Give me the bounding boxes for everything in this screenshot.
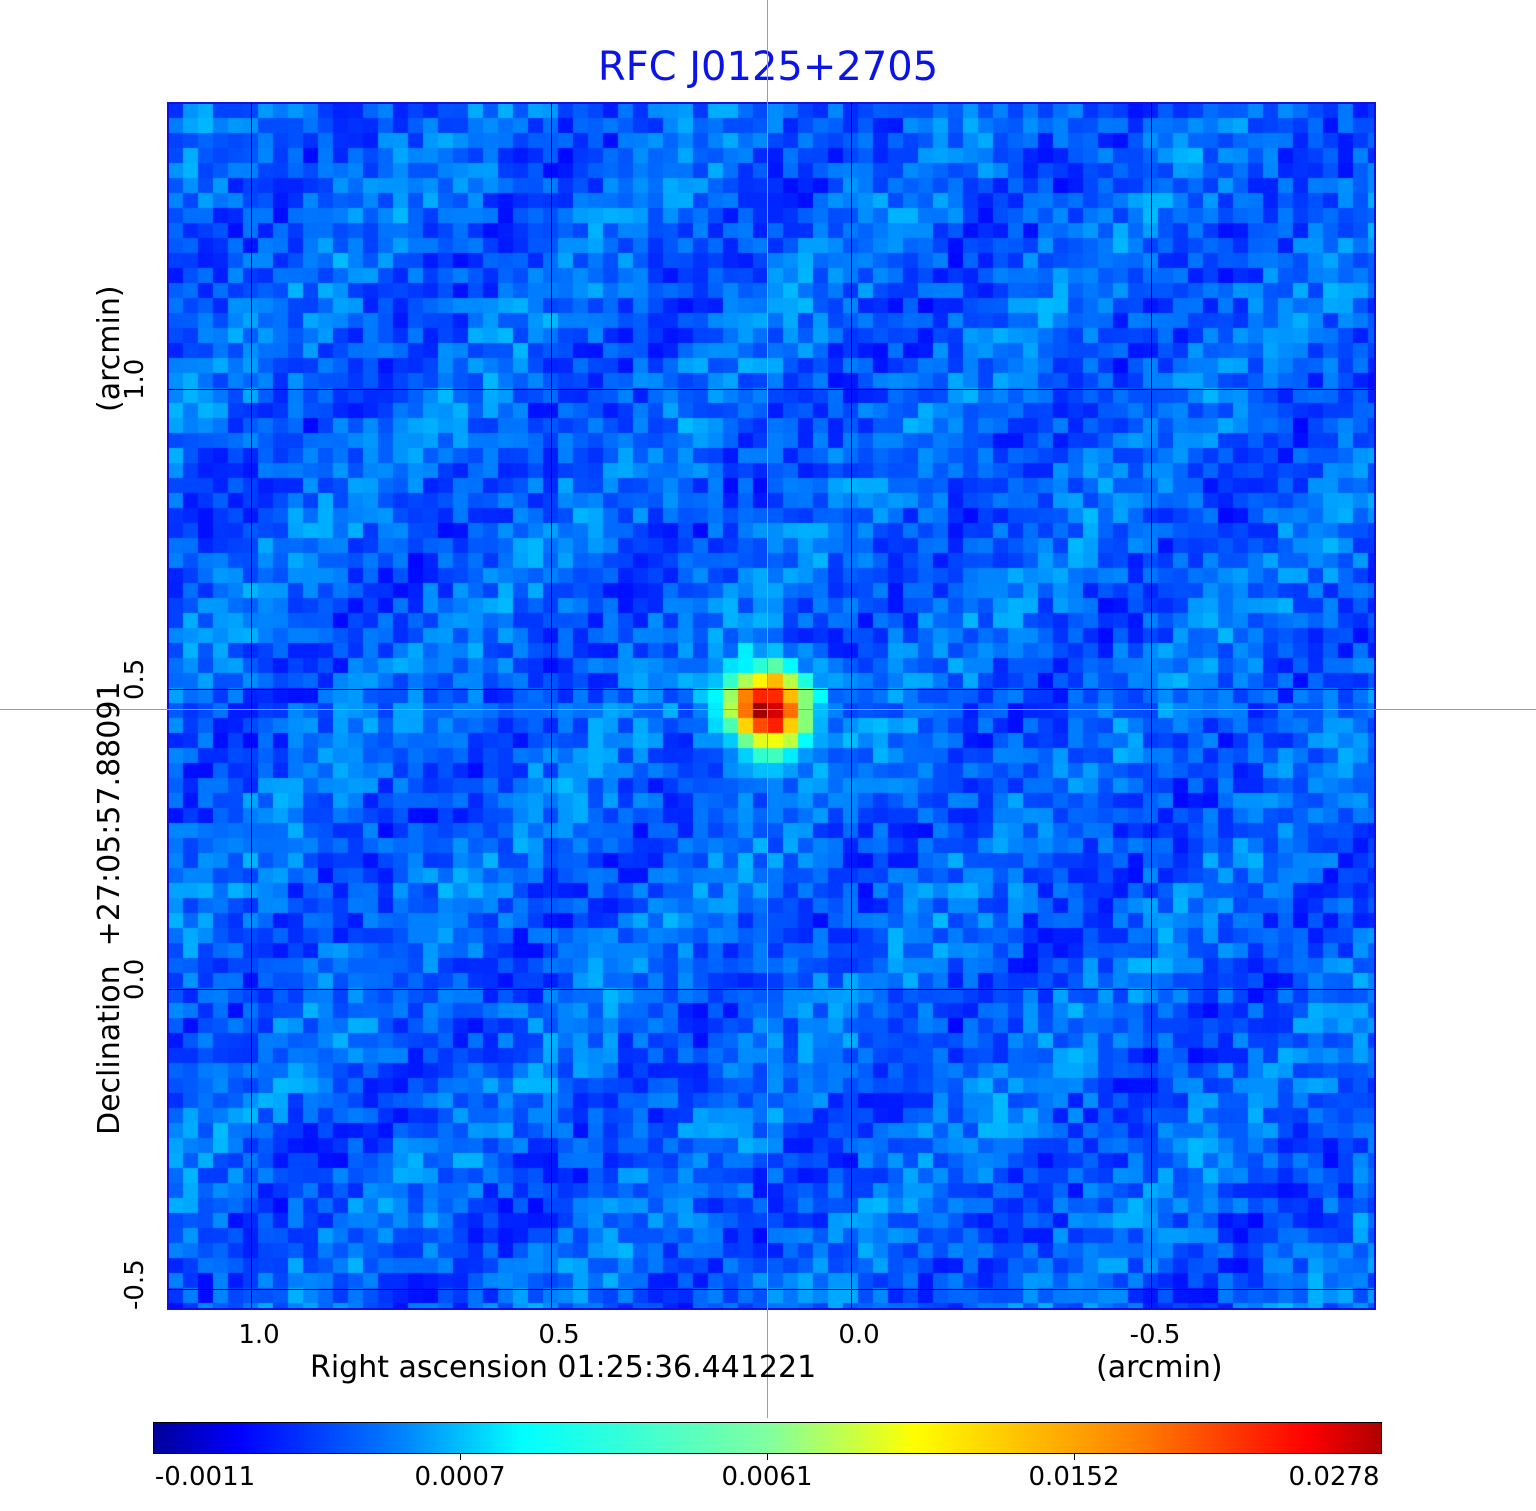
x-tick-label: 0.5 [538, 1320, 580, 1350]
x-tick-label: -0.5 [1129, 1320, 1181, 1350]
colorbar-tick [767, 1453, 768, 1460]
grid-line-x [551, 103, 552, 1308]
grid-line-y [168, 1289, 1374, 1290]
crosshair-horizontal [0, 709, 1536, 710]
colorbar-tick [460, 1453, 461, 1460]
grid-line-y [168, 689, 1374, 690]
grid-line-x [851, 103, 852, 1308]
colorbar-tick [1074, 1453, 1075, 1460]
plot-frame [167, 102, 1376, 1310]
x-tick-label: 0.0 [838, 1320, 880, 1350]
colorbar-tick-label: 0.0278 [1288, 1462, 1380, 1492]
grid-line-x [251, 103, 252, 1308]
y-axis-label: Declination +27:05:57.88091 [92, 681, 127, 1135]
y-tick-label: -0.5 [120, 1259, 150, 1310]
colorbar-tick-label: 0.0007 [414, 1462, 506, 1492]
colorbar-tick-label: -0.0011 [154, 1462, 256, 1492]
grid-line-y [168, 989, 1374, 990]
colorbar-tick-label: 0.0152 [1028, 1462, 1120, 1492]
x-axis-label: Right ascension 01:25:36.441221 [310, 1350, 817, 1385]
x-tick-label: 1.0 [238, 1320, 280, 1350]
grid-line-y [168, 389, 1374, 390]
y-axis-unit: (arcmin) [92, 285, 127, 412]
image-map[interactable] [168, 103, 1374, 1308]
x-axis-unit: (arcmin) [1096, 1350, 1223, 1385]
colorbar [153, 1422, 1382, 1454]
colorbar-tick-label: 0.0061 [721, 1462, 813, 1492]
grid-line-x [1151, 103, 1152, 1308]
chart-title: RFC J0125+2705 [597, 44, 939, 90]
